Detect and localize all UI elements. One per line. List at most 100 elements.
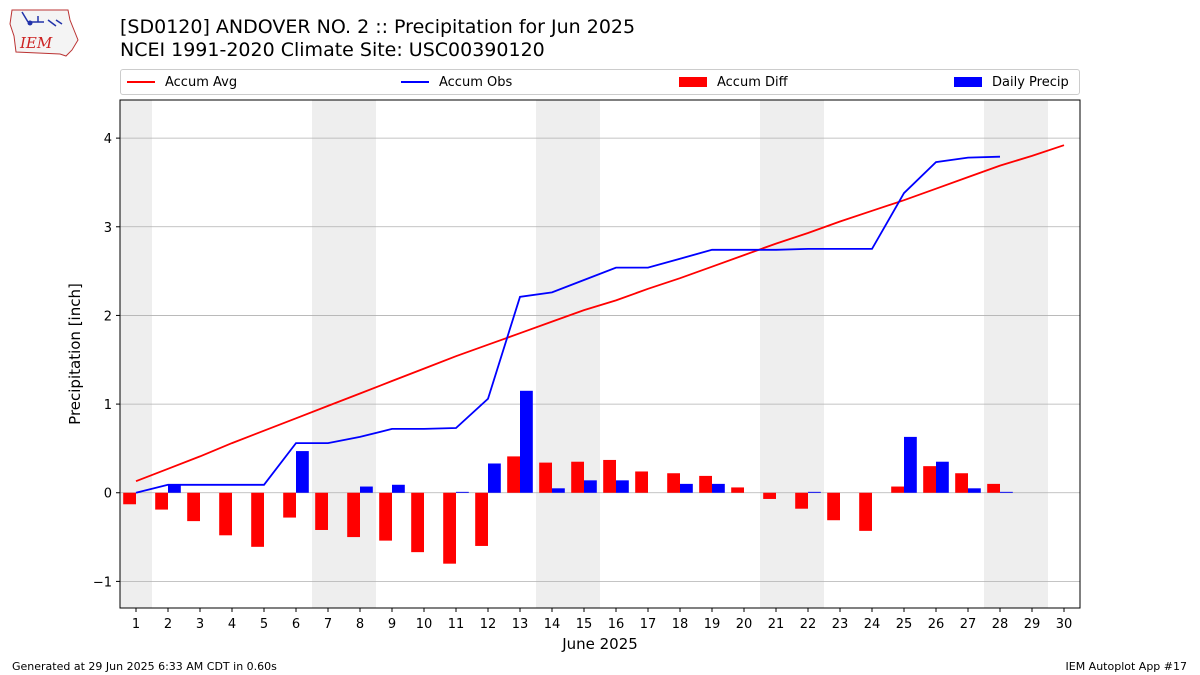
accum-diff-bar bbox=[283, 492, 296, 518]
x-tick-label: 25 bbox=[896, 617, 913, 632]
x-tick-label: 27 bbox=[960, 617, 977, 632]
legend-accum-obs: Accum Obs bbox=[401, 70, 512, 94]
legend-daily-precip-swatch bbox=[954, 77, 982, 87]
daily-precip-bar bbox=[488, 463, 501, 493]
x-tick-label: 8 bbox=[356, 617, 364, 632]
accum-diff-bar bbox=[123, 492, 136, 505]
accum-diff-bar bbox=[987, 483, 1000, 493]
x-tick-label: 6 bbox=[292, 617, 300, 632]
y-axis-label: Precipitation [inch] bbox=[66, 283, 84, 425]
x-tick-label: 19 bbox=[704, 617, 721, 632]
x-tick-label: 22 bbox=[800, 617, 817, 632]
daily-precip-bar bbox=[1000, 491, 1013, 493]
x-tick-label: 10 bbox=[416, 617, 433, 632]
legend-accum-avg: Accum Avg bbox=[127, 70, 237, 94]
daily-precip-bar bbox=[808, 491, 821, 493]
footer-app: IEM Autoplot App #17 bbox=[1065, 660, 1188, 673]
footer-generated: Generated at 29 Jun 2025 6:33 AM CDT in … bbox=[12, 660, 277, 673]
x-axis-label: June 2025 bbox=[561, 635, 638, 653]
daily-precip-bar bbox=[936, 461, 949, 493]
daily-precip-bar bbox=[552, 488, 565, 493]
x-tick-label: 21 bbox=[768, 617, 785, 632]
legend-accum-avg-swatch bbox=[127, 81, 155, 83]
x-tick-label: 17 bbox=[640, 617, 657, 632]
y-tick-label: 1 bbox=[104, 398, 112, 413]
legend-accum-obs-swatch bbox=[401, 81, 429, 83]
y-tick-label: 0 bbox=[104, 487, 112, 502]
x-tick-label: 30 bbox=[1056, 617, 1073, 632]
daily-precip-bar bbox=[712, 483, 725, 493]
accum-diff-bar bbox=[635, 471, 648, 493]
x-tick-label: 29 bbox=[1024, 617, 1041, 632]
daily-precip-bar bbox=[360, 486, 373, 493]
x-tick-label: 20 bbox=[736, 617, 753, 632]
accum-obs-line bbox=[135, 155, 1001, 494]
x-tick-label: 7 bbox=[324, 617, 332, 632]
chart-subtitle: NCEI 1991-2020 Climate Site: USC00390120 bbox=[120, 39, 545, 61]
daily-precip-bar bbox=[584, 480, 597, 493]
x-tick-label: 14 bbox=[544, 617, 561, 632]
weekend-shade bbox=[568, 100, 600, 608]
x-tick-label: 5 bbox=[260, 617, 268, 632]
accum-diff-bar bbox=[251, 492, 264, 547]
iem-logo: IEM bbox=[9, 9, 79, 57]
accum-diff-bar bbox=[571, 461, 584, 493]
x-tick-label: 23 bbox=[832, 617, 849, 632]
accum-diff-bar bbox=[731, 487, 744, 493]
x-tick-label: 11 bbox=[448, 617, 465, 632]
accum-diff-bar bbox=[443, 492, 456, 564]
legend: Accum Avg Accum Obs Accum Diff Daily Pre… bbox=[120, 69, 1080, 95]
legend-accum-obs-label: Accum Obs bbox=[439, 74, 513, 90]
weekend-shade bbox=[792, 100, 824, 608]
accum-diff-bar bbox=[507, 456, 520, 493]
weekend-shade bbox=[1016, 100, 1048, 608]
legend-accum-avg-label: Accum Avg bbox=[165, 74, 238, 90]
x-tick-label: 13 bbox=[512, 617, 529, 632]
legend-accum-diff: Accum Diff bbox=[679, 70, 788, 94]
x-tick-label: 1 bbox=[132, 617, 140, 632]
accum-diff-bar bbox=[923, 466, 936, 493]
accum-diff-bar bbox=[699, 475, 712, 493]
weekend-shade bbox=[312, 100, 344, 608]
y-tick-label: 4 bbox=[104, 132, 112, 147]
accum-diff-bar bbox=[219, 492, 232, 536]
accum-diff-bar bbox=[795, 492, 808, 509]
accum-diff-bar bbox=[539, 462, 552, 493]
y-tick-label: 3 bbox=[104, 221, 112, 236]
daily-precip-bar bbox=[904, 436, 917, 493]
x-tick-label: 4 bbox=[228, 617, 236, 632]
x-tick-label: 28 bbox=[992, 617, 1009, 632]
logo-text: IEM bbox=[19, 34, 53, 52]
weekend-shade bbox=[120, 100, 152, 608]
accum-diff-bar bbox=[411, 492, 424, 553]
legend-daily-precip-label: Daily Precip bbox=[992, 74, 1069, 90]
accum-avg-line bbox=[135, 144, 1065, 483]
daily-precip-bar bbox=[680, 483, 693, 493]
chart-title: [SD0120] ANDOVER NO. 2 :: Precipitation … bbox=[120, 16, 636, 38]
x-tick-label: 3 bbox=[196, 617, 204, 632]
accum-diff-bar bbox=[315, 492, 328, 530]
daily-precip-bar bbox=[520, 390, 533, 493]
accum-diff-bar bbox=[955, 473, 968, 493]
x-tick-label: 9 bbox=[388, 617, 396, 632]
weekend-shade bbox=[984, 100, 1016, 608]
daily-precip-bar bbox=[392, 484, 405, 493]
x-tick-label: 16 bbox=[608, 617, 625, 632]
legend-accum-diff-swatch bbox=[679, 77, 707, 87]
legend-daily-precip: Daily Precip bbox=[954, 70, 1069, 94]
accum-diff-bar bbox=[859, 492, 872, 531]
daily-precip-bar bbox=[168, 484, 181, 493]
x-tick-label: 18 bbox=[672, 617, 689, 632]
plot-frame bbox=[119, 99, 1081, 609]
x-tick-label: 12 bbox=[480, 617, 497, 632]
legend-accum-diff-label: Accum Diff bbox=[717, 74, 788, 90]
daily-precip-bar bbox=[616, 480, 629, 493]
daily-precip-bar bbox=[968, 488, 981, 493]
y-tick-label: −1 bbox=[93, 575, 112, 590]
x-tick-label: 24 bbox=[864, 617, 881, 632]
weekend-shade bbox=[760, 100, 792, 608]
accum-diff-bar bbox=[667, 473, 680, 493]
accum-diff-bar bbox=[827, 492, 840, 521]
weekend-shade bbox=[536, 100, 568, 608]
